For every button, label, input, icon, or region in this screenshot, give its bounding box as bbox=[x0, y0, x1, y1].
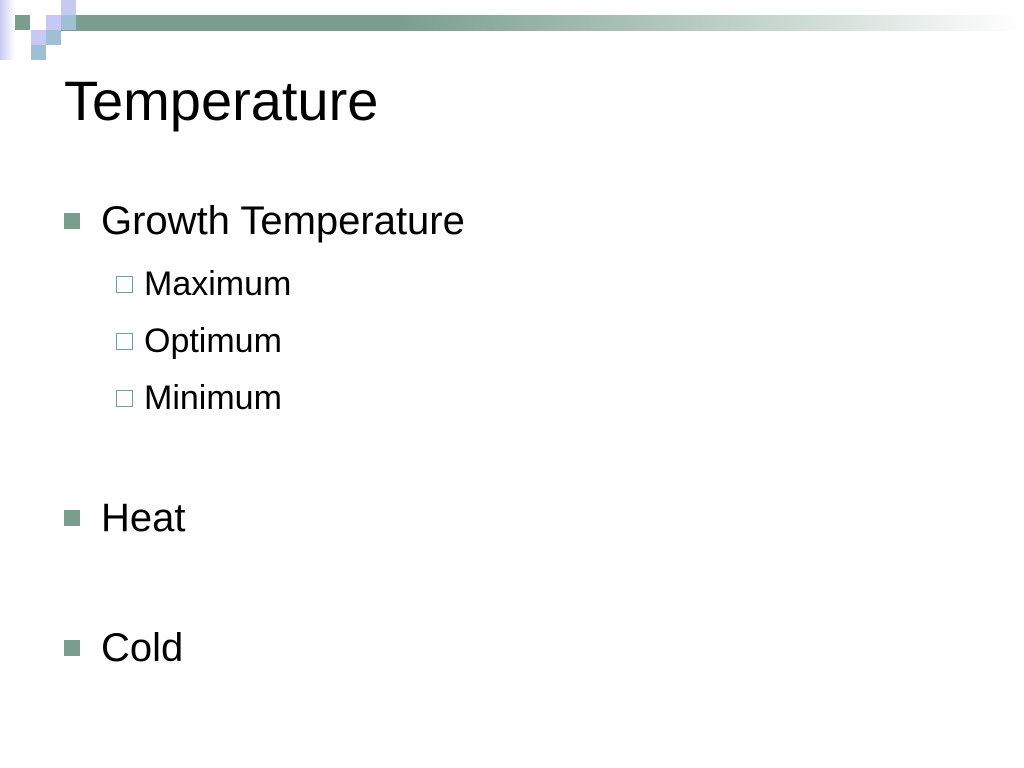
decor-square bbox=[31, 30, 46, 45]
hollow-square-bullet-icon bbox=[116, 389, 133, 407]
square-bullet-icon bbox=[64, 213, 80, 229]
decor-square bbox=[46, 15, 61, 30]
header-bar bbox=[61, 15, 1021, 31]
bullet-text: Heat bbox=[101, 496, 186, 540]
square-bullet-icon bbox=[64, 510, 80, 526]
sub-bullet-item: Optimum bbox=[116, 321, 282, 361]
sub-bullet-text: Optimum bbox=[144, 322, 282, 360]
decor-gradient bbox=[0, 0, 15, 60]
sub-bullet-text: Minimum bbox=[144, 379, 282, 417]
square-bullet-icon bbox=[64, 640, 80, 656]
decor-square bbox=[61, 15, 76, 30]
sub-bullet-item: Maximum bbox=[116, 264, 291, 304]
sub-bullet-item: Minimum bbox=[116, 378, 282, 418]
slide-title: Temperature bbox=[64, 69, 379, 132]
bullet-item: Cold bbox=[64, 625, 183, 671]
decor-square bbox=[31, 45, 46, 60]
decor-square bbox=[61, 0, 76, 15]
hollow-square-bullet-icon bbox=[116, 275, 133, 293]
decor-square bbox=[15, 15, 30, 30]
bullet-item: Growth Temperature bbox=[64, 198, 465, 244]
hollow-square-bullet-icon bbox=[116, 332, 133, 350]
sub-bullet-text: Maximum bbox=[144, 265, 292, 303]
bullet-text: Cold bbox=[101, 626, 184, 670]
bullet-text: Growth Temperature bbox=[101, 199, 465, 243]
bullet-item: Heat bbox=[64, 495, 186, 541]
decor-square bbox=[46, 30, 61, 45]
